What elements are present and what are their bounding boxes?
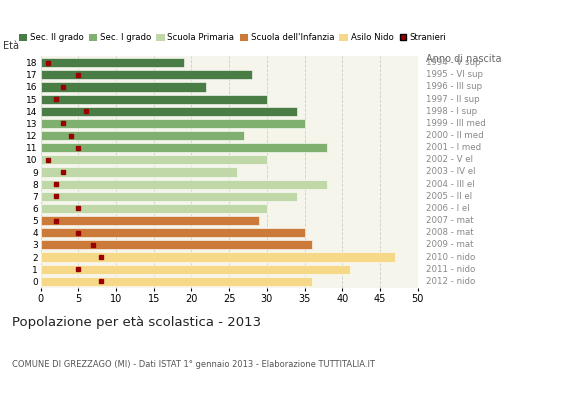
Text: 1995 - VI sup: 1995 - VI sup — [426, 70, 483, 79]
Text: 1998 - I sup: 1998 - I sup — [426, 107, 477, 116]
Text: Anno di nascita: Anno di nascita — [426, 54, 502, 64]
Text: 2001 - I med: 2001 - I med — [426, 143, 481, 152]
Text: 2009 - mat: 2009 - mat — [426, 240, 474, 249]
Bar — [41, 94, 267, 104]
Bar — [41, 192, 297, 201]
Bar — [41, 216, 259, 225]
Bar — [41, 168, 237, 176]
Bar — [41, 228, 305, 237]
Text: 2011 - nido: 2011 - nido — [426, 265, 476, 274]
Text: 1994 - V sup: 1994 - V sup — [426, 58, 481, 67]
Text: 2010 - nido: 2010 - nido — [426, 252, 476, 262]
Bar — [41, 143, 327, 152]
Text: 1997 - II sup: 1997 - II sup — [426, 95, 480, 104]
Text: 2004 - III el: 2004 - III el — [426, 180, 475, 189]
Legend: Sec. II grado, Sec. I grado, Scuola Primaria, Scuola dell'Infanzia, Asilo Nido, : Sec. II grado, Sec. I grado, Scuola Prim… — [19, 34, 447, 42]
Text: Popolazione per età scolastica - 2013: Popolazione per età scolastica - 2013 — [12, 316, 261, 329]
Text: 2005 - II el: 2005 - II el — [426, 192, 473, 201]
Bar — [41, 240, 312, 250]
Text: 2008 - mat: 2008 - mat — [426, 228, 474, 237]
Bar — [41, 277, 312, 286]
Bar — [41, 180, 327, 189]
Text: 1996 - III sup: 1996 - III sup — [426, 82, 483, 92]
Text: 2006 - I el: 2006 - I el — [426, 204, 470, 213]
Text: 1999 - III med: 1999 - III med — [426, 119, 486, 128]
Text: 2003 - IV el: 2003 - IV el — [426, 168, 476, 176]
Bar — [41, 131, 244, 140]
Bar — [41, 155, 267, 164]
Bar — [41, 265, 350, 274]
Text: 2002 - V el: 2002 - V el — [426, 155, 473, 164]
Bar — [41, 82, 206, 92]
Text: COMUNE DI GREZZAGO (MI) - Dati ISTAT 1° gennaio 2013 - Elaborazione TUTTITALIA.I: COMUNE DI GREZZAGO (MI) - Dati ISTAT 1° … — [12, 360, 375, 369]
Text: 2007 - mat: 2007 - mat — [426, 216, 474, 225]
Text: 2000 - II med: 2000 - II med — [426, 131, 484, 140]
Text: 2012 - nido: 2012 - nido — [426, 277, 476, 286]
Bar — [41, 119, 305, 128]
Bar — [41, 70, 252, 79]
Bar — [41, 252, 395, 262]
Text: Età: Età — [3, 41, 19, 51]
Bar — [41, 204, 267, 213]
Bar — [41, 58, 184, 67]
Bar — [41, 107, 297, 116]
